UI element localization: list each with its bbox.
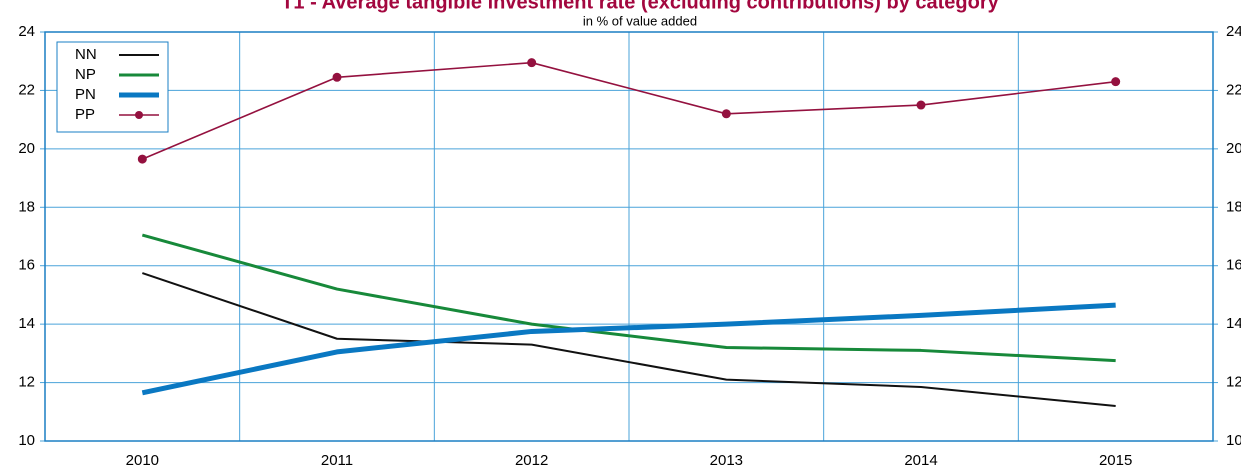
y-tick-label: 22 xyxy=(18,81,35,98)
legend-label: NP xyxy=(75,66,96,83)
series-line xyxy=(142,61,1116,160)
y2-tick-label: 18 xyxy=(1226,198,1241,215)
y2-tick-label: 12 xyxy=(1226,374,1241,391)
y2-tick-label: 14 xyxy=(1226,315,1241,332)
y-tick-label: 10 xyxy=(18,432,35,449)
data-point xyxy=(721,109,731,119)
legend-label: NN xyxy=(75,46,97,63)
legend-marker xyxy=(135,111,143,119)
legend: NN NP PN PP xyxy=(56,41,169,133)
y-tick-label: 12 xyxy=(18,374,35,391)
data-point xyxy=(1111,77,1121,87)
legend-frame xyxy=(56,41,169,133)
y2-tick-label: 22 xyxy=(1226,81,1241,98)
legend-label: PN xyxy=(75,86,96,103)
x-tick-label: 2013 xyxy=(710,452,743,468)
data-point xyxy=(916,100,926,110)
x-tick-label: 2010 xyxy=(126,452,159,468)
x-tick-label: 2011 xyxy=(321,452,353,468)
data-point xyxy=(137,154,147,164)
x-tick-label: 2015 xyxy=(1099,452,1132,468)
series-line xyxy=(141,233,1116,363)
legend-label: PP xyxy=(75,106,95,123)
data-point xyxy=(527,58,537,68)
chart-title: T1 - Average tangible investment rate (e… xyxy=(281,0,999,13)
y2-tick-label: 20 xyxy=(1226,140,1241,157)
y-tick-label: 24 xyxy=(18,23,35,40)
y-tick-label: 18 xyxy=(18,198,35,215)
series-line xyxy=(142,272,1116,407)
y2-tick-label: 16 xyxy=(1226,257,1241,274)
x-tick-label: 2012 xyxy=(515,452,548,468)
chart-subtitle: in % of value added xyxy=(583,13,697,28)
data-point xyxy=(332,72,342,82)
y2-tick-label: 10 xyxy=(1226,432,1241,449)
y-tick-label: 20 xyxy=(18,140,35,157)
y-tick-label: 16 xyxy=(18,257,35,274)
y2-tick-label: 24 xyxy=(1226,23,1241,40)
y-tick-label: 14 xyxy=(18,315,35,332)
x-tick-label: 2014 xyxy=(904,452,937,468)
series-line xyxy=(141,302,1116,396)
plot-frame xyxy=(44,31,1214,442)
